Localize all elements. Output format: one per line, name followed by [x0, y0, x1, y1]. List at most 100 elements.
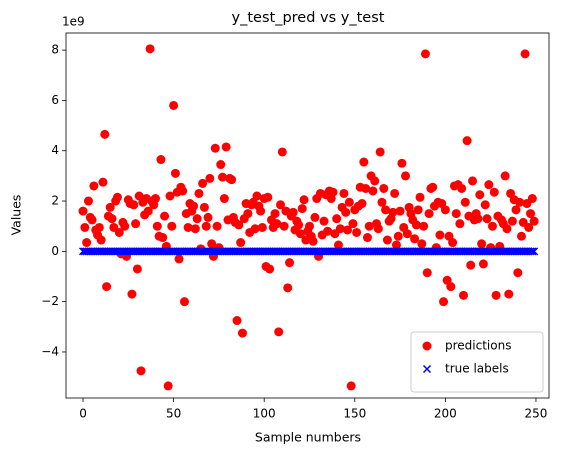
point — [277, 147, 287, 157]
point — [94, 222, 104, 232]
point — [308, 236, 318, 246]
point — [216, 160, 226, 170]
point — [393, 231, 403, 241]
point — [480, 200, 490, 210]
point — [219, 194, 229, 204]
point — [156, 155, 166, 165]
point — [192, 214, 202, 224]
point — [422, 268, 432, 278]
point — [96, 235, 106, 245]
point — [283, 283, 293, 293]
point — [381, 205, 391, 215]
point — [466, 260, 476, 270]
x-tick-label: 50 — [166, 407, 181, 421]
point — [451, 209, 461, 219]
point — [82, 238, 92, 248]
x-stroke — [528, 247, 537, 256]
point — [263, 192, 273, 202]
point — [132, 264, 142, 274]
point — [507, 216, 517, 226]
point — [375, 147, 385, 157]
x-tick-label: 150 — [343, 407, 366, 421]
point — [158, 233, 168, 243]
point — [160, 211, 170, 221]
point — [203, 212, 213, 222]
point — [377, 197, 387, 207]
x-tick-label: 200 — [434, 407, 457, 421]
point — [473, 214, 483, 224]
point — [212, 221, 222, 231]
point — [482, 214, 492, 224]
point — [520, 49, 530, 59]
point — [478, 259, 488, 269]
point — [419, 221, 429, 231]
plot-frame — [65, 32, 550, 399]
chart-title: y_test_pred vs y_test — [232, 10, 385, 26]
x-tick-label: 100 — [253, 407, 276, 421]
point — [285, 258, 295, 268]
point — [424, 209, 434, 219]
y-offset-label: 1e9 — [62, 15, 85, 29]
point — [487, 221, 497, 231]
point — [458, 290, 468, 300]
point — [462, 136, 472, 146]
x-marker — [528, 247, 537, 256]
x-tick-label: 0 — [79, 407, 87, 421]
point — [145, 44, 155, 54]
point — [468, 176, 478, 186]
point — [511, 205, 521, 215]
legend: predictions true labels — [410, 331, 544, 393]
point — [310, 212, 320, 222]
x-tick-label: 250 — [525, 407, 548, 421]
point — [100, 129, 110, 139]
point — [98, 177, 108, 187]
x-stroke — [422, 364, 432, 374]
point — [362, 233, 372, 243]
y-tick-label: 6 — [51, 93, 59, 107]
point — [323, 226, 333, 236]
point — [183, 222, 193, 232]
x-marker — [530, 247, 539, 256]
point — [422, 341, 432, 351]
point — [328, 187, 338, 197]
y-tick-label: 8 — [51, 43, 59, 57]
y-tick-label: 0 — [51, 244, 59, 258]
point — [112, 192, 122, 202]
point — [364, 221, 374, 231]
point — [174, 254, 184, 264]
point — [250, 224, 260, 234]
point — [344, 197, 354, 207]
point — [477, 239, 487, 249]
point — [190, 224, 200, 234]
point — [516, 231, 526, 241]
point — [143, 206, 153, 216]
point — [114, 227, 124, 237]
point — [234, 220, 244, 230]
point — [319, 216, 329, 226]
point — [201, 221, 211, 231]
point — [272, 219, 282, 229]
point — [304, 221, 314, 231]
point — [352, 227, 362, 237]
point — [440, 205, 450, 215]
point — [370, 176, 380, 186]
point — [279, 221, 289, 231]
point — [136, 366, 146, 376]
point — [102, 282, 112, 292]
x-axis-label: Sample numbers — [255, 430, 361, 445]
point — [198, 178, 208, 188]
point — [83, 196, 93, 206]
point — [265, 264, 275, 274]
point — [243, 209, 253, 219]
point — [236, 238, 246, 248]
point — [288, 207, 298, 217]
legend-label: predictions — [445, 339, 511, 353]
point — [270, 209, 280, 219]
point — [413, 205, 423, 215]
x-marker — [422, 364, 432, 374]
point — [169, 100, 179, 110]
point — [227, 175, 237, 185]
point — [348, 219, 358, 229]
point — [194, 188, 204, 198]
point — [455, 219, 465, 229]
